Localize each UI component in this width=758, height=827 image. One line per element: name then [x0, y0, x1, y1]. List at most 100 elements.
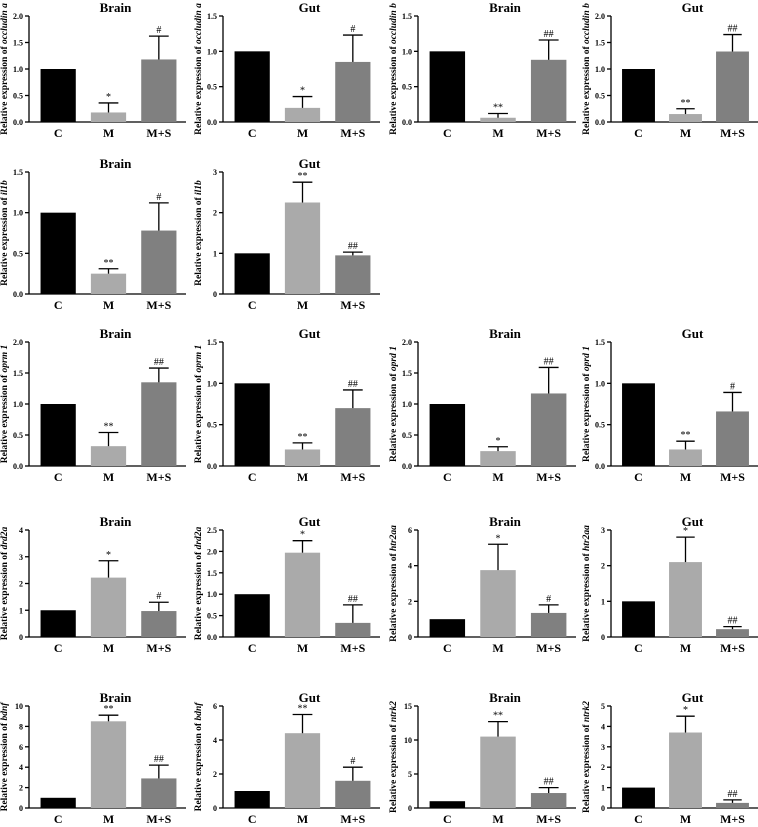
y-tick-label: 6 [213, 702, 217, 711]
bar-c [622, 69, 655, 122]
y-tick-label: 2.0 [13, 338, 23, 347]
y-tick-label: 0.5 [595, 92, 605, 101]
chart-title: Brain [100, 514, 133, 529]
chart-title: Gut [299, 326, 321, 341]
y-axis-label-gene: ntrk2 [389, 701, 399, 722]
x-tick-label: M [103, 470, 114, 484]
chart-panel: Gut Relative expression of il1b 0 1 2 3 C ** M ##… [194, 156, 380, 312]
y-tick-label: 1.5 [595, 39, 605, 48]
y-axis-label-gene: drd2a [194, 526, 204, 549]
x-tick-label: C [634, 470, 643, 484]
y-tick-label: 2 [601, 562, 605, 571]
chart-title: Brain [100, 326, 133, 341]
chart-title: Gut [682, 690, 704, 705]
y-tick-label: 3 [601, 743, 605, 752]
significance-marker: ## [728, 24, 738, 35]
bar-c [429, 801, 466, 808]
significance-marker: * [300, 530, 305, 541]
y-axis-label-prefix: Relative expression of [582, 722, 592, 813]
y-tick-label: 1 [601, 784, 605, 793]
significance-marker: * [496, 533, 501, 544]
x-tick-label: M [492, 470, 503, 484]
y-tick-label: 1 [213, 249, 217, 258]
chart-title: Brain [489, 690, 522, 705]
y-axis-label: Relative expression of oprm 1 [194, 345, 204, 464]
y-tick-label: 0.5 [207, 83, 217, 92]
y-tick-label: 3 [213, 168, 217, 177]
y-tick-label: 6 [19, 743, 23, 752]
y-axis-label-gene: bdnf [194, 702, 204, 721]
bar-c [40, 69, 76, 122]
bar-m [284, 107, 321, 122]
x-tick-label: M [297, 470, 308, 484]
y-axis-label-gene: htr2aa [582, 525, 592, 551]
x-tick-label: M [492, 641, 503, 655]
significance-marker: ## [544, 356, 554, 367]
bar-m [284, 733, 321, 808]
y-tick-label: 2.0 [595, 12, 605, 21]
chart-panel: Brain Relative expression of htr2aa 0 2 4 6 C *… [389, 514, 576, 655]
y-tick-label: 0.5 [207, 612, 217, 621]
y-tick-label: 1.5 [207, 12, 217, 21]
x-tick-label: M+S [146, 812, 171, 826]
chart-title: Gut [299, 690, 321, 705]
y-tick-label: 1.5 [207, 338, 217, 347]
chart-title: Brain [100, 690, 133, 705]
bar-m [480, 570, 516, 637]
bar-m-plus-s [335, 255, 371, 294]
x-tick-label: M+S [536, 641, 561, 655]
chart-title: Brain [489, 514, 522, 529]
y-tick-label: 0 [19, 633, 23, 642]
y-tick-label: 2.0 [13, 12, 23, 21]
y-axis-label: Relative expression of oprd 1 [582, 346, 592, 462]
significance-marker: * [683, 526, 688, 537]
x-tick-label: M+S [340, 641, 365, 655]
significance-marker: ** [104, 422, 114, 433]
y-axis-label-prefix: Relative expression of [389, 551, 399, 642]
significance-marker: * [106, 92, 111, 103]
y-tick-label: 1.0 [13, 209, 23, 218]
bar-m [669, 732, 702, 808]
significance-marker: * [496, 436, 501, 447]
x-tick-label: C [443, 126, 452, 140]
y-tick-label: 0.0 [402, 118, 412, 127]
bar-m [284, 202, 321, 294]
y-tick-label: 4 [213, 736, 217, 745]
y-tick-label: 2.0 [402, 338, 412, 347]
bar-c [429, 51, 466, 123]
x-tick-label: M [103, 641, 114, 655]
y-tick-label: 1.0 [13, 400, 23, 409]
bar-m [284, 449, 321, 466]
y-tick-label: 0.5 [402, 431, 412, 440]
x-tick-label: M [297, 641, 308, 655]
x-tick-label: C [54, 812, 63, 826]
y-tick-label: 0.0 [207, 462, 217, 471]
y-tick-label: 0.5 [13, 92, 23, 101]
y-tick-label: 4 [19, 526, 23, 535]
bar-m-plus-s [335, 780, 371, 808]
chart-panel: Brain Relative expression of drd2a 0 1 2 3 4 C *… [0, 514, 186, 655]
significance-marker: # [350, 756, 355, 767]
y-tick-label: 5 [601, 702, 605, 711]
y-tick-label: 1.0 [207, 379, 217, 388]
x-tick-label: M [297, 126, 308, 140]
bar-m-plus-s [335, 622, 371, 637]
y-axis-label: Relative expression of htr2aa [389, 525, 399, 642]
y-axis-label: Relative expression of oprm 1 [0, 345, 10, 464]
significance-marker: ** [104, 258, 114, 269]
bar-c [429, 404, 466, 466]
y-tick-label: 3 [601, 526, 605, 535]
y-axis-label-gene: oprd 1 [582, 346, 592, 371]
chart-title: Brain [489, 0, 522, 15]
x-tick-label: M+S [720, 126, 745, 140]
y-tick-label: 4 [19, 763, 23, 772]
bar-m-plus-s [141, 778, 177, 808]
bar-c [234, 594, 270, 637]
significance-marker: ** [493, 711, 503, 722]
x-tick-label: M+S [340, 470, 365, 484]
y-axis-label: Relative expression of oprd 1 [389, 346, 399, 462]
x-tick-label: C [634, 126, 643, 140]
significance-marker: * [106, 550, 111, 561]
